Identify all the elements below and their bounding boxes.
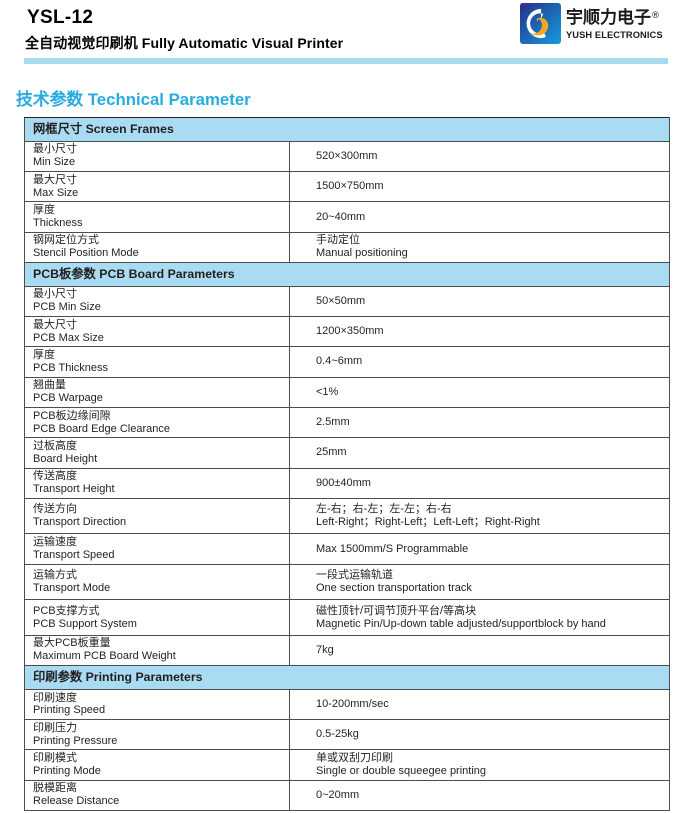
svg-text:YUSH ELECTRONICS: YUSH ELECTRONICS	[566, 30, 663, 40]
svg-text:®: ®	[652, 10, 659, 21]
svg-text:宇顺力电子: 宇顺力电子	[566, 7, 651, 27]
